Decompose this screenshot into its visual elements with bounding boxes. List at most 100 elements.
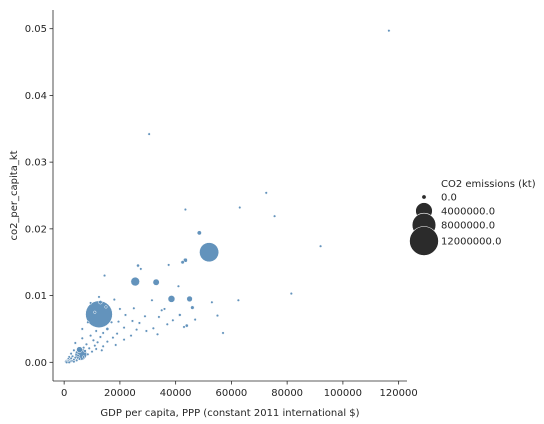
x-tick-label: 100000 <box>324 388 362 399</box>
data-point <box>100 348 104 352</box>
points-layer <box>64 29 391 364</box>
data-point <box>136 263 140 268</box>
legend-marker <box>421 194 427 200</box>
data-point <box>167 263 171 267</box>
data-point <box>93 310 97 314</box>
x-tick-label: 120000 <box>380 388 418 399</box>
data-point <box>94 329 98 333</box>
data-point <box>76 346 83 353</box>
data-point <box>97 295 101 299</box>
data-point <box>132 306 136 310</box>
data-point <box>91 338 95 342</box>
data-point <box>90 350 94 354</box>
data-point <box>69 352 73 356</box>
data-point <box>116 320 121 324</box>
data-point <box>76 354 80 358</box>
data-point <box>101 344 105 348</box>
data-point <box>104 305 108 309</box>
data-point <box>89 334 93 338</box>
data-point <box>93 344 97 348</box>
y-tick-label: 0.04 <box>25 91 47 102</box>
data-point <box>105 340 109 344</box>
legend-entry-label: 4000000.0 <box>441 207 495 218</box>
data-point <box>196 230 202 236</box>
data-point <box>182 325 186 329</box>
data-point <box>98 300 103 305</box>
data-point <box>186 295 193 303</box>
data-point <box>150 298 154 302</box>
data-point <box>143 314 147 318</box>
data-point <box>67 360 71 364</box>
data-point <box>115 332 119 336</box>
data-point <box>122 338 126 342</box>
data-point <box>238 205 242 210</box>
data-point <box>157 315 161 319</box>
data-point <box>118 307 122 311</box>
data-point <box>167 295 176 303</box>
data-point <box>86 352 90 356</box>
data-point <box>73 341 77 345</box>
data-point <box>190 305 195 310</box>
data-point <box>319 244 323 248</box>
y-tick-label: 0.03 <box>25 158 47 169</box>
data-point <box>111 336 115 340</box>
y-axis-label: co2_per_capita_kt <box>9 150 20 240</box>
x-axis-ticks: 0 20000 40000 60000 80000 100000 120000 <box>61 381 418 399</box>
legend-entry-label: 12000000.0 <box>441 237 501 248</box>
data-point <box>89 301 93 305</box>
legend-entry-label: 8000000.0 <box>441 221 495 232</box>
legend-entry-label: 0.0 <box>441 193 457 204</box>
data-point <box>65 360 69 364</box>
data-point <box>171 318 175 322</box>
axes: 0 20000 40000 60000 80000 100000 120000 0.000.… <box>25 10 418 399</box>
data-point <box>86 320 90 324</box>
y-axis-ticks: 0.00 0.01 0.02 0.03 0.04 0.05 <box>25 24 53 369</box>
y-tick-label: 0.01 <box>25 291 47 302</box>
data-point <box>80 327 84 331</box>
data-point <box>84 342 88 346</box>
legend: CO2 emissions (kt) 0.0 4000000.0 8000000.0… <box>409 179 536 256</box>
data-point <box>72 360 76 364</box>
data-point <box>114 343 118 347</box>
data-point <box>180 260 185 265</box>
data-point <box>105 327 110 331</box>
data-point <box>75 358 79 362</box>
x-axis-label: GDP per capita, PPP (constant 2011 inter… <box>100 408 359 419</box>
data-point <box>273 214 277 218</box>
data-point <box>165 322 169 326</box>
legend-entries: 0.0 4000000.0 8000000.0 12000000.0 <box>409 193 501 256</box>
data-point <box>75 350 79 354</box>
data-point <box>289 292 293 296</box>
data-point <box>103 274 107 278</box>
y-tick-label: 0.00 <box>25 358 47 369</box>
data-point <box>210 300 214 304</box>
data-point <box>123 313 128 317</box>
data-point <box>87 346 91 350</box>
data-point <box>80 336 84 340</box>
data-point <box>137 321 141 325</box>
data-point <box>151 326 155 330</box>
data-point <box>129 334 133 338</box>
data-point <box>199 242 219 263</box>
legend-marker <box>409 226 439 256</box>
data-point <box>162 307 167 311</box>
data-point <box>109 320 114 324</box>
data-point <box>176 284 180 288</box>
data-point <box>264 191 268 195</box>
data-point <box>184 323 189 328</box>
data-point <box>83 349 87 353</box>
x-tick-label: 0 <box>61 388 67 399</box>
x-tick-label: 80000 <box>271 388 303 399</box>
y-tick-label: 0.02 <box>25 224 47 235</box>
data-point <box>82 355 86 359</box>
data-point <box>193 318 197 322</box>
data-point <box>101 331 105 335</box>
data-point <box>387 29 391 33</box>
data-point <box>122 326 126 330</box>
data-point <box>94 347 98 351</box>
data-point <box>130 319 134 323</box>
data-point <box>155 332 160 336</box>
data-point <box>178 313 182 317</box>
data-point <box>144 329 148 333</box>
